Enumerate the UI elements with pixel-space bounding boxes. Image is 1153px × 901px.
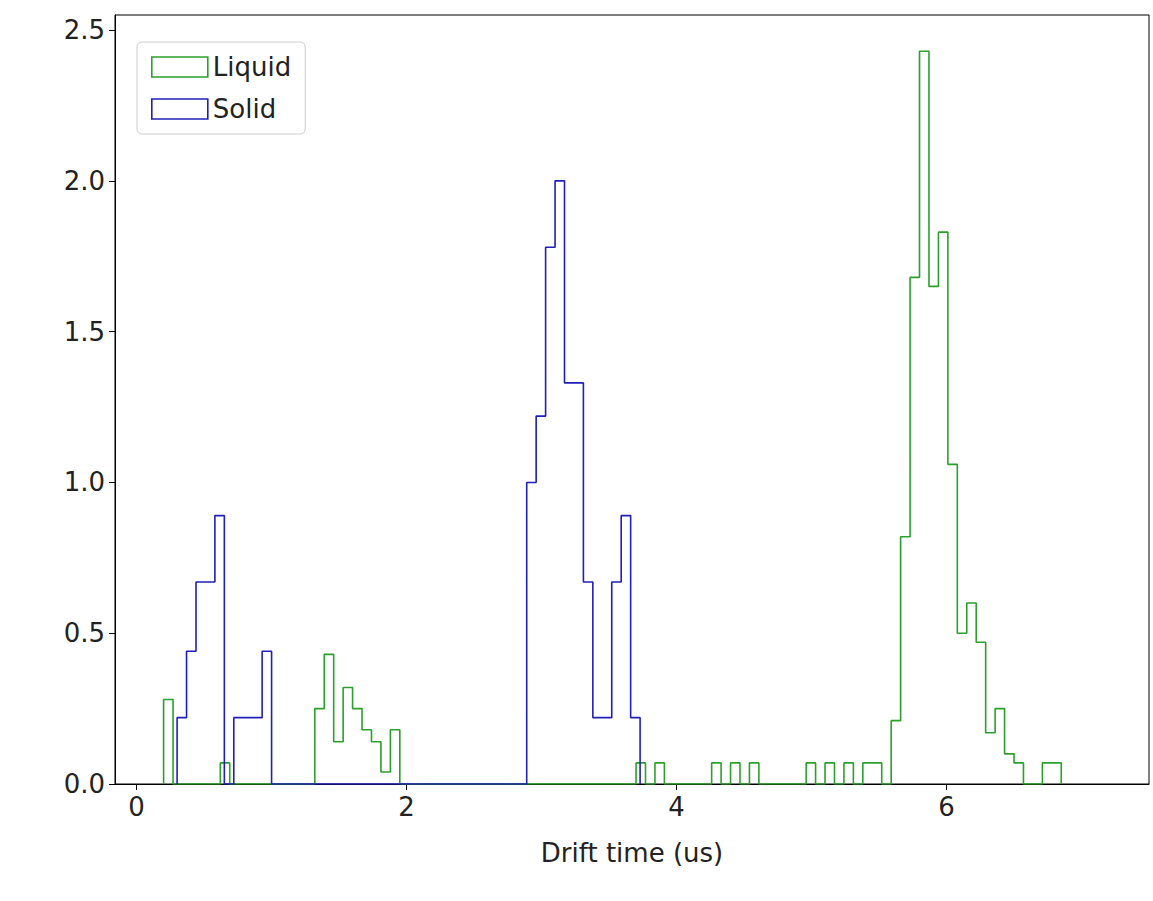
svg-text:Drift time (us): Drift time (us) [541,838,723,868]
svg-text:1.0: 1.0 [64,467,105,497]
svg-text:Liquid: Liquid [213,52,291,82]
svg-text:2.0: 2.0 [64,166,105,196]
svg-text:1.5: 1.5 [64,317,105,347]
svg-text:0: 0 [128,792,145,822]
svg-text:2: 2 [398,792,415,822]
svg-text:4: 4 [668,792,685,822]
svg-text:0.5: 0.5 [64,618,105,648]
svg-text:6: 6 [938,792,955,822]
svg-text:Solid: Solid [213,94,276,124]
svg-text:0.0: 0.0 [64,769,105,799]
svg-text:2.5: 2.5 [64,15,105,45]
